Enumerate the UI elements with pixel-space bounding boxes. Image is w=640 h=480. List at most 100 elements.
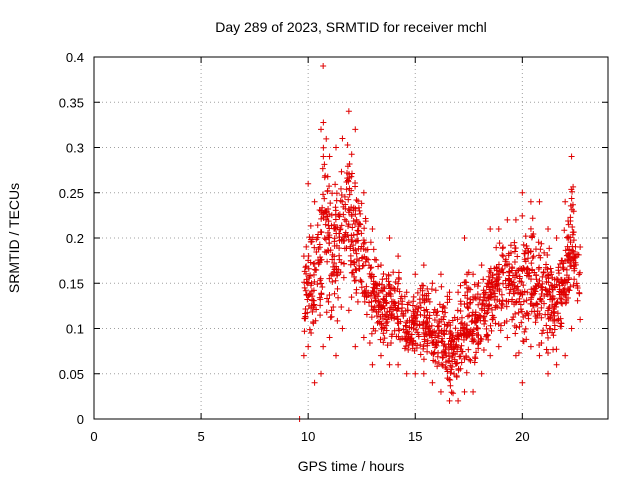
data-point bbox=[527, 225, 534, 232]
data-point bbox=[570, 237, 577, 244]
data-point bbox=[565, 221, 572, 228]
data-point bbox=[352, 180, 359, 187]
data-point bbox=[412, 370, 419, 377]
data-point bbox=[403, 370, 410, 377]
data-point bbox=[563, 296, 570, 303]
data-point bbox=[322, 208, 329, 215]
data-point bbox=[419, 287, 426, 294]
data-point bbox=[529, 302, 536, 309]
data-point bbox=[454, 307, 461, 314]
data-point bbox=[569, 231, 576, 238]
data-point bbox=[345, 223, 352, 230]
data-point bbox=[372, 297, 379, 304]
data-point bbox=[529, 215, 536, 222]
data-point bbox=[511, 239, 518, 246]
data-point bbox=[561, 227, 568, 234]
data-point bbox=[468, 318, 475, 325]
data-point bbox=[357, 210, 364, 217]
data-point bbox=[515, 349, 522, 356]
data-point bbox=[391, 327, 398, 334]
data-point bbox=[497, 322, 504, 329]
data-point bbox=[448, 329, 455, 336]
data-point bbox=[481, 294, 488, 301]
data-point bbox=[349, 269, 356, 276]
data-point bbox=[311, 198, 318, 205]
data-point bbox=[449, 363, 456, 370]
data-point bbox=[307, 272, 314, 279]
data-point bbox=[405, 346, 412, 353]
data-point bbox=[319, 204, 326, 211]
data-point bbox=[517, 291, 524, 298]
data-point bbox=[485, 305, 492, 312]
data-point bbox=[380, 330, 387, 337]
data-point bbox=[381, 285, 388, 292]
data-point bbox=[315, 231, 322, 238]
data-point bbox=[380, 270, 387, 277]
data-point bbox=[337, 269, 344, 276]
data-point bbox=[503, 303, 510, 310]
data-point bbox=[551, 322, 558, 329]
data-point bbox=[326, 183, 333, 190]
data-point bbox=[395, 269, 402, 276]
data-point bbox=[347, 245, 354, 252]
data-point bbox=[562, 352, 569, 359]
data-point bbox=[370, 246, 377, 253]
data-point bbox=[495, 343, 502, 350]
data-point bbox=[370, 284, 377, 291]
data-point bbox=[495, 276, 502, 283]
data-point bbox=[493, 244, 500, 251]
data-point bbox=[385, 271, 392, 278]
data-point bbox=[301, 328, 308, 335]
data-point bbox=[462, 292, 469, 299]
data-point bbox=[327, 314, 334, 321]
data-point bbox=[355, 245, 362, 252]
data-point bbox=[545, 370, 552, 377]
data-point bbox=[303, 263, 310, 270]
data-point bbox=[378, 325, 385, 332]
data-point bbox=[434, 308, 441, 315]
data-point bbox=[305, 343, 312, 350]
data-point bbox=[302, 306, 309, 313]
data-point bbox=[409, 319, 416, 326]
data-point bbox=[470, 388, 477, 395]
data-point bbox=[527, 248, 534, 255]
data-point bbox=[372, 291, 379, 298]
data-point bbox=[440, 303, 447, 310]
data-point bbox=[394, 306, 401, 313]
data-point bbox=[386, 235, 393, 241]
data-point bbox=[314, 222, 321, 229]
data-point bbox=[411, 347, 418, 354]
data-point bbox=[318, 290, 325, 297]
data-point bbox=[465, 305, 472, 312]
data-point bbox=[392, 302, 399, 309]
data-point bbox=[550, 332, 557, 339]
data-point bbox=[557, 315, 564, 322]
data-point bbox=[477, 317, 484, 324]
data-point bbox=[324, 258, 331, 265]
data-point bbox=[429, 328, 436, 335]
data-point bbox=[463, 369, 470, 376]
data-point bbox=[544, 329, 551, 336]
data-point bbox=[398, 293, 405, 300]
data-point bbox=[438, 361, 445, 368]
data-point bbox=[491, 290, 498, 297]
data-point bbox=[577, 244, 584, 251]
data-point bbox=[343, 186, 350, 193]
data-point bbox=[455, 397, 462, 404]
data-point bbox=[514, 253, 521, 260]
data-point bbox=[546, 315, 553, 322]
data-point bbox=[395, 333, 402, 340]
data-point bbox=[457, 282, 464, 289]
data-point bbox=[485, 281, 492, 288]
data-point bbox=[489, 284, 496, 291]
data-point bbox=[307, 291, 314, 298]
data-point bbox=[420, 345, 427, 352]
data-point bbox=[319, 165, 326, 172]
data-point bbox=[420, 262, 427, 269]
data-point bbox=[539, 284, 546, 291]
data-point bbox=[351, 273, 358, 280]
data-point bbox=[332, 181, 339, 188]
data-point bbox=[348, 151, 355, 158]
data-point bbox=[417, 341, 424, 348]
data-point bbox=[519, 379, 526, 386]
